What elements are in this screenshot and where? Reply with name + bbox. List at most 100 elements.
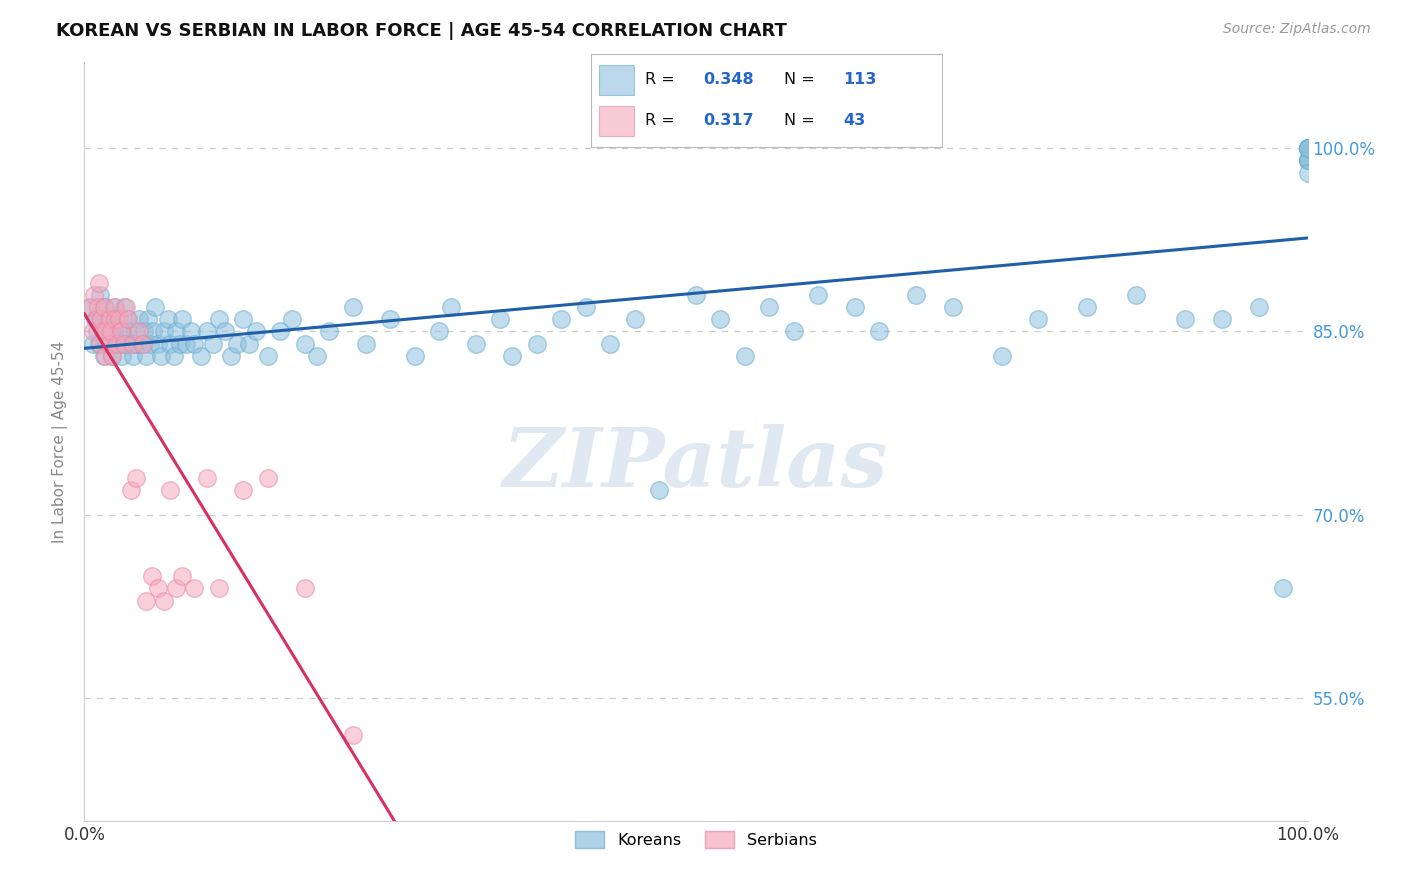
Text: KOREAN VS SERBIAN IN LABOR FORCE | AGE 45-54 CORRELATION CHART: KOREAN VS SERBIAN IN LABOR FORCE | AGE 4… bbox=[56, 22, 787, 40]
Point bbox=[172, 312, 194, 326]
Text: N =: N = bbox=[785, 113, 814, 128]
Point bbox=[111, 349, 134, 363]
Point bbox=[1296, 153, 1319, 168]
Point bbox=[125, 471, 148, 485]
Point bbox=[82, 336, 104, 351]
Text: 43: 43 bbox=[844, 113, 866, 128]
Point bbox=[107, 336, 129, 351]
Point bbox=[132, 336, 155, 351]
Point bbox=[101, 349, 124, 363]
Point bbox=[294, 582, 316, 596]
Point bbox=[1296, 141, 1319, 155]
Point bbox=[87, 300, 110, 314]
Point bbox=[1211, 312, 1233, 326]
Point bbox=[90, 312, 112, 326]
Point bbox=[146, 336, 169, 351]
Point bbox=[100, 325, 122, 339]
Point bbox=[86, 312, 108, 326]
Point bbox=[153, 593, 176, 607]
Point bbox=[183, 336, 205, 351]
Point bbox=[1296, 153, 1319, 168]
Point bbox=[159, 336, 181, 351]
Point bbox=[87, 336, 110, 351]
Point bbox=[120, 336, 142, 351]
Point bbox=[98, 336, 121, 351]
Point bbox=[869, 325, 891, 339]
Point bbox=[96, 325, 118, 339]
Point bbox=[342, 728, 364, 742]
Y-axis label: In Labor Force | Age 45-54: In Labor Force | Age 45-54 bbox=[52, 341, 69, 542]
Point bbox=[97, 325, 120, 339]
Point bbox=[153, 325, 176, 339]
Point bbox=[142, 325, 165, 339]
Point bbox=[575, 300, 598, 314]
Point bbox=[526, 336, 548, 351]
Point bbox=[783, 325, 806, 339]
Bar bbox=[599, 65, 634, 95]
Point bbox=[107, 312, 129, 326]
Point bbox=[464, 336, 486, 351]
Point bbox=[100, 312, 122, 326]
Point bbox=[190, 349, 212, 363]
Point bbox=[281, 312, 304, 326]
Point bbox=[89, 336, 111, 351]
Point bbox=[208, 312, 231, 326]
Point bbox=[112, 336, 135, 351]
Point bbox=[245, 325, 267, 339]
Point bbox=[1296, 141, 1319, 155]
Point bbox=[734, 349, 756, 363]
Point bbox=[169, 336, 191, 351]
Point bbox=[120, 483, 142, 498]
Point bbox=[294, 336, 316, 351]
Point bbox=[96, 336, 118, 351]
Point bbox=[91, 325, 114, 339]
Point bbox=[79, 300, 101, 314]
Point bbox=[1296, 141, 1319, 155]
Point bbox=[1296, 153, 1319, 168]
Point bbox=[94, 349, 117, 363]
Point bbox=[991, 349, 1014, 363]
Text: R =: R = bbox=[645, 72, 675, 87]
Point bbox=[122, 336, 145, 351]
Point bbox=[135, 349, 157, 363]
Point bbox=[1296, 141, 1319, 155]
Point bbox=[122, 349, 145, 363]
Point bbox=[125, 336, 148, 351]
Point bbox=[1296, 165, 1319, 179]
Point bbox=[97, 312, 120, 326]
Point bbox=[134, 325, 156, 339]
Point bbox=[624, 312, 647, 326]
Point bbox=[305, 349, 328, 363]
Point bbox=[1125, 287, 1147, 301]
Point bbox=[146, 582, 169, 596]
Point bbox=[93, 300, 115, 314]
Text: 0.348: 0.348 bbox=[703, 72, 754, 87]
Point bbox=[758, 300, 780, 314]
Text: Source: ZipAtlas.com: Source: ZipAtlas.com bbox=[1223, 22, 1371, 37]
Point bbox=[105, 336, 128, 351]
Point bbox=[1076, 300, 1098, 314]
Point bbox=[440, 300, 463, 314]
Point bbox=[165, 582, 187, 596]
Point bbox=[159, 483, 181, 498]
Point bbox=[195, 471, 218, 485]
Point bbox=[1296, 153, 1319, 168]
Point bbox=[143, 300, 166, 314]
Point bbox=[103, 300, 125, 314]
Point bbox=[89, 312, 111, 326]
Point bbox=[354, 336, 377, 351]
Point bbox=[238, 336, 260, 351]
Point bbox=[174, 336, 197, 351]
Point bbox=[110, 325, 132, 339]
Point bbox=[380, 312, 402, 326]
Point bbox=[1247, 300, 1270, 314]
Bar bbox=[599, 106, 634, 136]
Point bbox=[219, 349, 242, 363]
Point bbox=[195, 325, 218, 339]
Point bbox=[214, 325, 236, 339]
Point bbox=[502, 349, 524, 363]
Point bbox=[599, 336, 621, 351]
Point bbox=[128, 325, 150, 339]
Text: ZIPatlas: ZIPatlas bbox=[503, 425, 889, 504]
Point bbox=[103, 325, 125, 339]
